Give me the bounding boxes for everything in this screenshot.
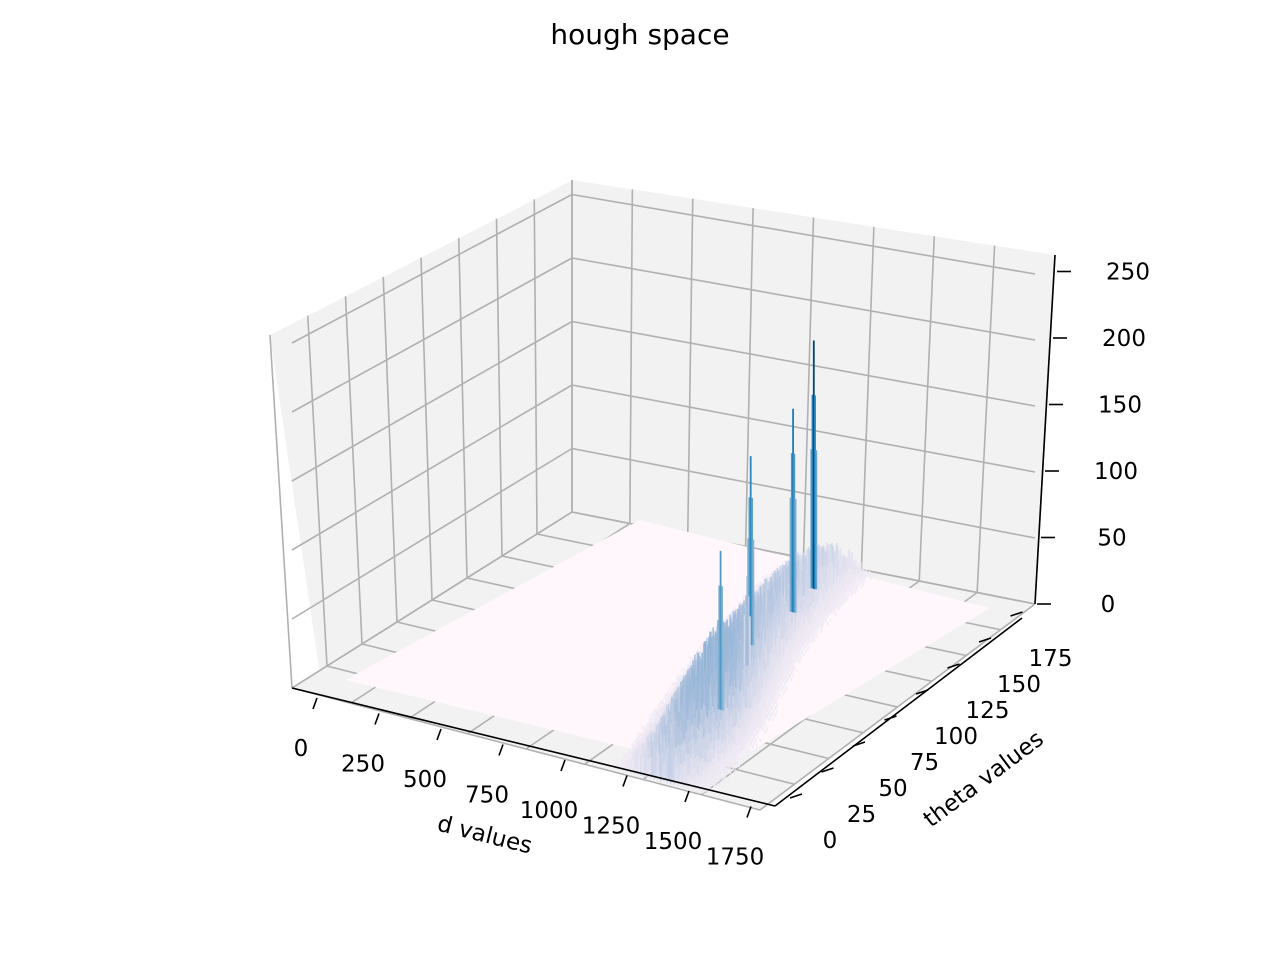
y-tick xyxy=(978,637,992,643)
grid-line-back-horizontal xyxy=(571,320,1036,407)
z-tick-label: 50 xyxy=(1097,526,1126,552)
grid-line-back-horizontal xyxy=(571,257,1036,341)
x-tick xyxy=(746,806,752,818)
x-tick-label: 1000 xyxy=(520,798,579,824)
x-tick-label: 250 xyxy=(341,752,385,778)
grid-line-back-horizontal xyxy=(571,193,1036,275)
grid-line-left-vertical xyxy=(382,276,398,623)
y-tick xyxy=(1010,611,1023,617)
grid-line-back-vertical xyxy=(918,236,936,582)
x-tick xyxy=(436,728,442,741)
axis-ticks: 0250500750100012501500175002550751001251… xyxy=(294,260,1150,871)
x-tick xyxy=(560,759,566,772)
z-tick-label: 150 xyxy=(1098,393,1142,419)
grid-line-left-horizontal xyxy=(291,193,573,344)
grid-line-back-horizontal xyxy=(571,447,1036,539)
grid-line-left-vertical xyxy=(533,199,538,535)
y-tick xyxy=(947,663,960,669)
grid-line-left-vertical xyxy=(457,238,468,579)
grid-line-back-vertical xyxy=(629,189,634,524)
x-tick-label: 750 xyxy=(465,783,509,809)
y-tick xyxy=(915,689,929,695)
y-tick-label: 50 xyxy=(878,776,907,802)
grid-line-left-horizontal xyxy=(291,320,573,482)
y-tick-label: 100 xyxy=(934,724,978,750)
grid-line-left-vertical xyxy=(495,218,503,557)
grid-line-back-horizontal xyxy=(571,384,1036,473)
y-tick-label: 175 xyxy=(1029,646,1073,672)
grid-line-back-vertical xyxy=(860,226,875,570)
grid-line-left-vertical xyxy=(344,296,363,645)
grid-line-left-horizontal xyxy=(291,384,573,551)
z-tick-label: 250 xyxy=(1106,260,1150,286)
grid-line-back-vertical xyxy=(802,217,815,559)
grid-line-left-vertical xyxy=(420,257,433,601)
z-tick-label: 100 xyxy=(1094,459,1138,485)
axis-lines xyxy=(291,254,1056,807)
x-tick xyxy=(312,697,318,710)
x-tick-label: 0 xyxy=(294,736,309,762)
x-tick-label: 1500 xyxy=(644,829,703,855)
y-tick xyxy=(884,715,897,721)
y-tick xyxy=(821,767,834,773)
y-tick-label: 150 xyxy=(997,672,1041,698)
z-axis-line xyxy=(1034,254,1056,605)
y-tick-label: 25 xyxy=(847,802,876,828)
grid-line-back-vertical xyxy=(744,208,754,547)
y-tick-label: 125 xyxy=(966,698,1010,724)
grid-line-back-vertical xyxy=(686,198,694,536)
x-tick-label: 1250 xyxy=(582,814,641,840)
z-tick-label: 0 xyxy=(1101,592,1116,618)
x-tick xyxy=(498,744,504,756)
grid-line-left-horizontal xyxy=(291,447,573,620)
grid-line-back-vertical xyxy=(976,245,996,593)
grid-line-left-horizontal xyxy=(291,257,573,413)
z-tick-label: 200 xyxy=(1102,326,1146,352)
x-tick xyxy=(684,790,690,803)
y-tick-label: 0 xyxy=(823,828,838,854)
x-tick-label: 500 xyxy=(403,767,447,793)
grid-line-floor xyxy=(291,687,761,811)
x-tick-label: 1750 xyxy=(706,845,765,871)
chart-title: hough space xyxy=(550,18,729,51)
surface-plot xyxy=(345,340,990,795)
x-tick xyxy=(374,713,380,725)
x-axis-line xyxy=(291,687,776,807)
x-tick xyxy=(622,775,628,787)
y-tick xyxy=(852,741,866,747)
grid-line-left-vertical xyxy=(269,334,293,689)
y-tick-label: 75 xyxy=(910,750,939,776)
y-axis-line xyxy=(774,617,1023,807)
y-tick xyxy=(789,793,803,799)
grid-line-left-vertical xyxy=(306,315,328,667)
